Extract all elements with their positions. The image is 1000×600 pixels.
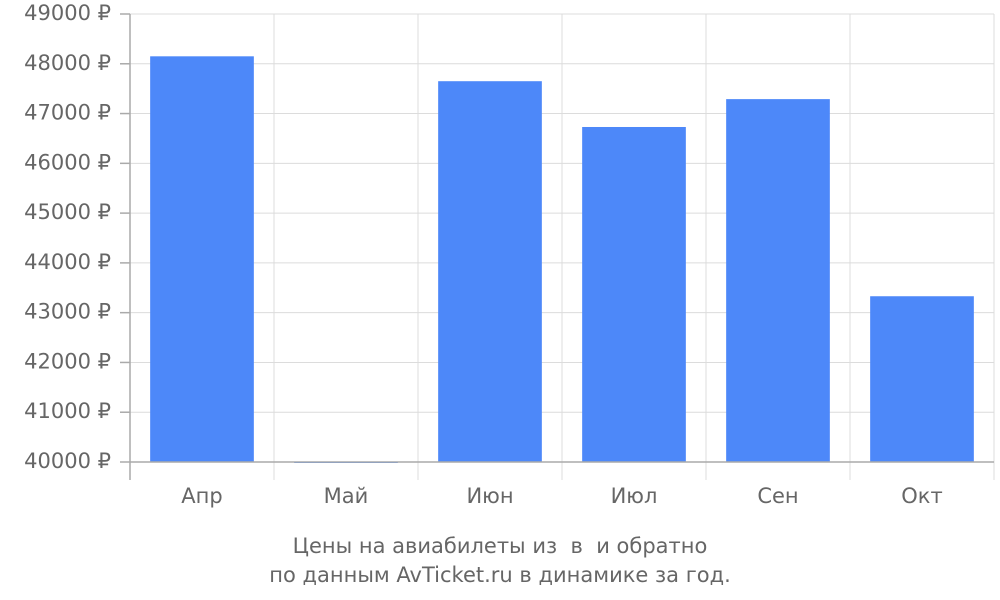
y-tick-label: 41000 ₽ [24,399,111,423]
y-tick-label: 42000 ₽ [24,349,111,373]
bar [150,56,254,463]
bar [870,296,974,462]
y-tick-label: 48000 ₽ [24,51,111,75]
y-tick-label: 43000 ₽ [24,300,111,324]
y-tick-label: 49000 ₽ [24,1,111,25]
x-tick-label: Окт [901,484,942,508]
y-tick-label: 46000 ₽ [24,150,111,174]
x-tick-label: Июн [466,484,513,508]
x-tick-label: Май [324,484,369,508]
y-tick-label: 47000 ₽ [24,101,111,125]
y-tick-label: 45000 ₽ [24,200,111,224]
y-tick-label: 44000 ₽ [24,250,111,274]
y-tick-label: 40000 ₽ [24,449,111,473]
x-tick-label: Июл [611,484,658,508]
bar [582,126,686,463]
x-tick-label: Апр [181,484,222,508]
x-tick-label: Сен [757,484,798,508]
chart-subtitle: по данным AvTicket.ru в динамике за год. [269,563,731,587]
bar [438,81,542,462]
bar [726,99,830,463]
chart-title: Цены на авиабилеты из в и обратно [293,534,708,558]
